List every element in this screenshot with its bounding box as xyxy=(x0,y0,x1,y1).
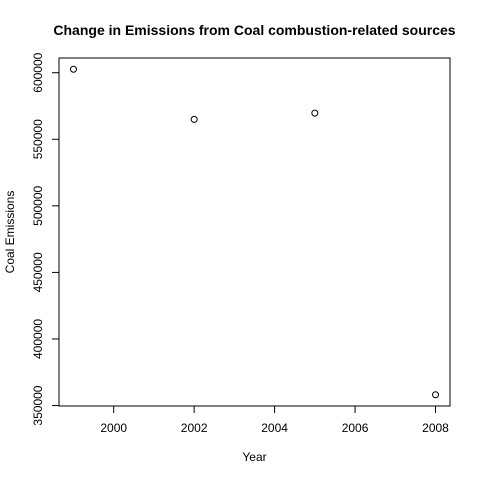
data-points xyxy=(69,65,440,399)
data-point xyxy=(190,115,198,123)
x-axis: 2000 2002 2004 2006 2008 xyxy=(100,405,449,435)
y-tick-label: 400000 xyxy=(31,319,45,359)
chart-title: Change in Emissions from Coal combustion… xyxy=(53,22,455,38)
x-tick-label: 2008 xyxy=(422,421,449,435)
y-axis-label: Coal Emissions xyxy=(3,191,17,274)
data-point xyxy=(69,65,77,73)
y-tick-label: 550000 xyxy=(31,119,45,159)
data-point xyxy=(432,391,440,399)
y-tick-label: 350000 xyxy=(31,385,45,425)
y-tick-label: 600000 xyxy=(31,52,45,92)
x-tick-label: 2000 xyxy=(100,421,127,435)
y-axis: 350000 400000 450000 500000 550000 600000 xyxy=(31,52,60,426)
x-tick-label: 2006 xyxy=(342,421,369,435)
x-tick-label: 2004 xyxy=(261,421,288,435)
y-tick-label: 450000 xyxy=(31,252,45,292)
x-axis-label: Year xyxy=(242,450,266,464)
y-tick-label: 500000 xyxy=(31,185,45,225)
x-tick-label: 2002 xyxy=(181,421,208,435)
data-point xyxy=(311,109,319,117)
